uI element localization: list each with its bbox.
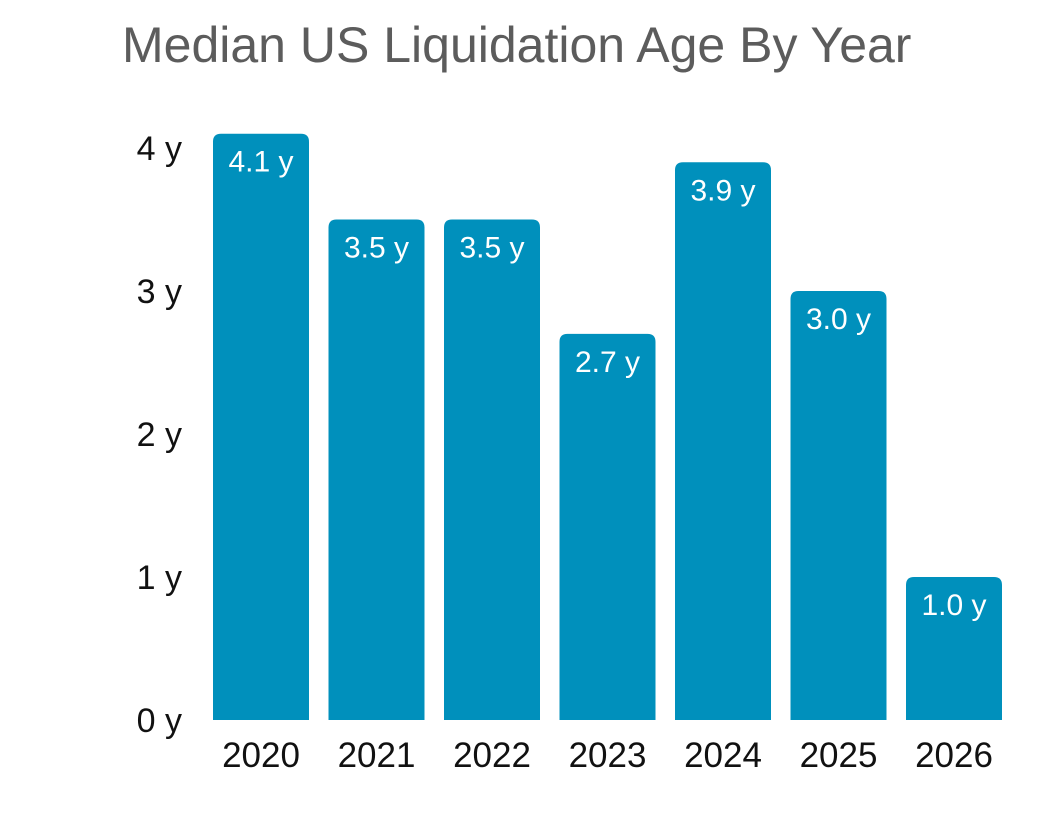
bar-value-label: 3.9 y: [690, 174, 755, 207]
bar-value-label: 4.1 y: [228, 146, 293, 179]
y-tick-label: 1 y: [137, 559, 182, 597]
bar: [790, 291, 887, 720]
bar: [675, 162, 771, 721]
bars-group: 4.1 y 3.5 y 3.5 y 2.7 y 3.9 y 3.0 y 1.0 y: [213, 133, 1002, 721]
y-axis: 0 y 1 y 2 y 3 y 4 y: [137, 130, 182, 740]
bar-value-label: 3.5 y: [344, 232, 409, 265]
y-tick-label: 4 y: [137, 130, 182, 168]
bar-value-label: 3.0 y: [806, 303, 871, 336]
bar-value-label: 2.7 y: [575, 346, 640, 379]
chart-title: Median US Liquidation Age By Year: [122, 17, 912, 73]
bar: [328, 219, 425, 720]
x-tick-label: 2024: [684, 736, 762, 775]
x-tick-label: 2022: [453, 736, 531, 775]
x-tick-label: 2026: [915, 736, 993, 775]
y-tick-label: 2 y: [137, 416, 182, 454]
y-tick-label: 3 y: [137, 273, 182, 311]
bar-value-label: 3.5 y: [459, 232, 524, 265]
bar: [559, 333, 656, 720]
x-axis: 2020 2021 2022 2023 2024 2025 2026: [222, 736, 993, 775]
x-tick-label: 2025: [800, 736, 878, 775]
y-tick-label: 0 y: [137, 702, 182, 740]
bar-value-label: 1.0 y: [921, 589, 986, 622]
bar: [906, 577, 1002, 720]
x-tick-label: 2021: [338, 736, 416, 775]
x-tick-label: 2020: [222, 736, 300, 775]
bar: [213, 133, 309, 720]
bar: [444, 219, 540, 720]
x-tick-label: 2023: [569, 736, 647, 775]
